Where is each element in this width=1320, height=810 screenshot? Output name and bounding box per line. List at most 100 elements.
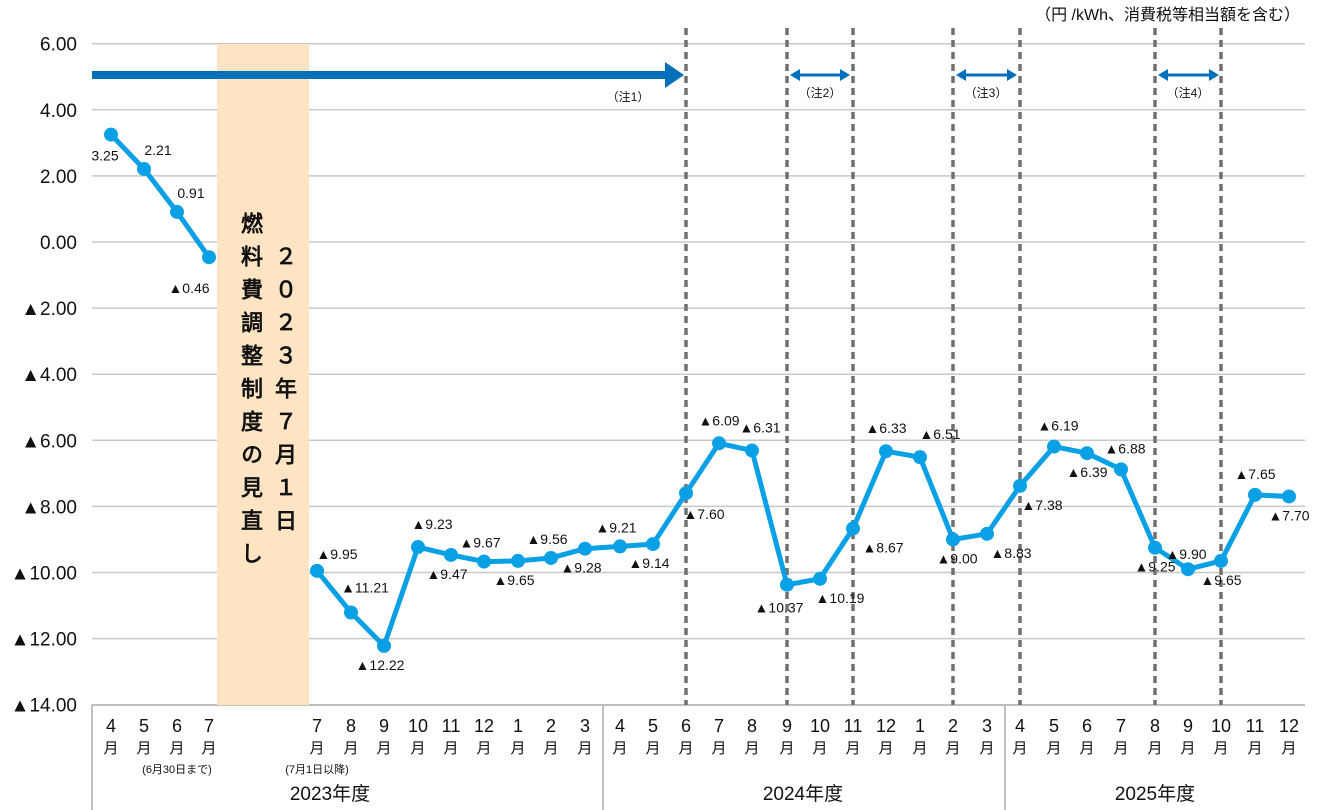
data-point: [712, 436, 726, 451]
data-point: [846, 521, 860, 536]
x-tick-unit: 月: [376, 740, 391, 757]
x-tick-month: 11: [844, 716, 863, 736]
data-label: ▲7.70: [1268, 507, 1309, 523]
x-tick-month: 8: [1150, 716, 1160, 736]
data-label: ▲9.95: [316, 546, 357, 562]
x-tick-month: 9: [379, 716, 389, 736]
x-tick-month: 6: [1082, 716, 1092, 736]
data-label: ▲9.65: [1200, 572, 1241, 588]
data-point: [1013, 478, 1027, 493]
data-point: [646, 537, 660, 552]
data-point: [1148, 540, 1162, 555]
data-point: [310, 563, 324, 578]
x-tick-month: 6: [172, 716, 182, 736]
data-point: [1282, 489, 1296, 504]
data-point: [578, 541, 592, 556]
data-point: [411, 540, 425, 555]
x-tick-month: 5: [1049, 716, 1059, 736]
data-label: ▲9.25: [1134, 559, 1175, 575]
data-point: [444, 547, 458, 562]
x-tick-month: 8: [747, 716, 757, 736]
x-tick-month: 4: [1015, 716, 1025, 736]
band-text-revision: 燃料費調整制度の見直し: [238, 212, 263, 575]
x-tick-unit: 月: [1147, 740, 1162, 757]
x-tick-unit: 月: [1180, 740, 1195, 757]
x-tick-unit: 月: [845, 740, 860, 757]
data-label: ▲6.19: [1037, 418, 1078, 434]
x-tick-unit: 月: [1213, 740, 1228, 757]
x-tick-unit: 月: [309, 740, 324, 757]
x-tick-unit: 月: [577, 740, 592, 757]
x-tick-unit: 月: [1012, 740, 1027, 757]
fiscal-year-label: 2024年度: [763, 783, 843, 805]
data-point: [1248, 487, 1262, 502]
data-point: [170, 204, 184, 219]
x-tick-unit: 月: [645, 740, 660, 757]
data-label: 0.91: [177, 185, 204, 201]
series-line: [109, 132, 212, 259]
x-tick-unit: 月: [543, 740, 558, 757]
x-tick-unit: 月: [136, 740, 151, 757]
data-label: ▲6.39: [1066, 464, 1107, 480]
data-label: ▲10.19: [816, 590, 865, 606]
fiscal-year-label: 2025年度: [1115, 783, 1195, 805]
x-tick-unit: 月: [711, 740, 726, 757]
x-tick-month: 2: [546, 716, 556, 736]
data-point: [1080, 446, 1094, 461]
x-tick-unit: 月: [1046, 740, 1061, 757]
note-label: （注2）: [799, 85, 842, 100]
data-label: ▲9.21: [595, 519, 636, 535]
x-tick-month: 10: [810, 716, 830, 736]
data-label: ▲6.09: [698, 412, 739, 428]
data-label: 3.25: [91, 148, 118, 164]
x-tick-unit: 月: [476, 740, 491, 757]
data-point: [879, 444, 893, 459]
x-tick-unit: 月: [103, 740, 118, 757]
x-tick-month: 4: [615, 716, 625, 736]
x-tick-month: 10: [1211, 716, 1231, 736]
data-label: ▲9.65: [493, 572, 534, 588]
x-tick-month: 3: [580, 716, 590, 736]
note-label: （注3）: [965, 85, 1008, 100]
data-label: ▲6.88: [1104, 440, 1145, 456]
x-tick-month: 5: [648, 716, 658, 736]
data-label: ▲9.23: [411, 516, 452, 532]
x-tick-month: 7: [204, 716, 214, 736]
data-point: [980, 526, 994, 541]
x-tick-month: 7: [312, 716, 322, 736]
x-tick-unit: 月: [779, 740, 794, 757]
data-label: ▲6.51: [919, 426, 960, 442]
data-label: ▲9.56: [526, 531, 567, 547]
y-tick-label: ▲2.00: [21, 299, 77, 320]
data-label: ▲9.00: [936, 550, 977, 566]
x-tick-unit: 月: [812, 740, 827, 757]
data-label: ▲11.21: [341, 579, 389, 595]
arrow-head: [1007, 69, 1017, 81]
x-tick-month: 5: [139, 716, 149, 736]
data-label: ▲7.60: [683, 506, 724, 522]
x-tick-month: 6: [681, 716, 691, 736]
x-tick-unit: 月: [912, 740, 927, 757]
x-tick-unit: 月: [1281, 740, 1296, 757]
period-arrow-1: [92, 71, 667, 79]
x-tick-month: 7: [1116, 716, 1126, 736]
x-tick-month: 12: [876, 716, 896, 736]
data-point: [137, 161, 151, 176]
y-tick-label: 2.00: [40, 167, 77, 188]
x-tick-month: 8: [346, 716, 356, 736]
data-point: [813, 571, 827, 586]
x-tick-month: 12: [1279, 716, 1299, 736]
x-tick-unit: 月: [443, 740, 458, 757]
arrow-head: [790, 69, 800, 81]
y-tick-label: 0.00: [40, 233, 77, 254]
data-point: [1181, 562, 1195, 577]
x-tick-unit: 月: [169, 740, 184, 757]
x-tick-unit: 月: [510, 740, 525, 757]
data-label: ▲7.65: [1234, 466, 1275, 482]
y-tick-label: 6.00: [40, 35, 77, 56]
note-label: （注1）: [607, 89, 650, 104]
x-tick-month: 7: [714, 716, 724, 736]
revision-band: [217, 44, 309, 705]
data-label: ▲10.37: [755, 600, 804, 616]
